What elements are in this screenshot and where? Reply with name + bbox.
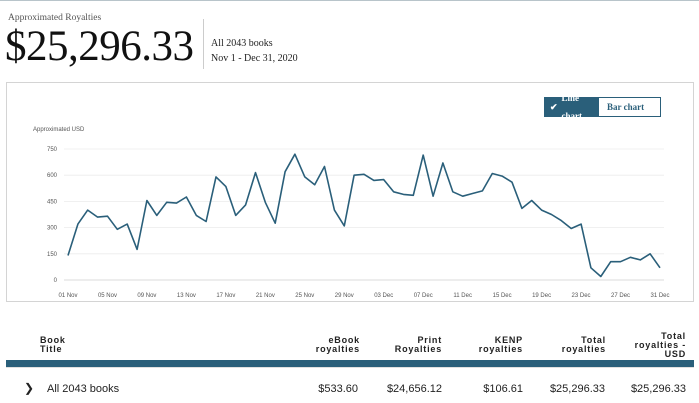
- y-tick-label: 450: [47, 199, 58, 205]
- x-tick-label: 31 Dec: [650, 293, 669, 299]
- header-total-usd-line2: royalties -: [634, 340, 686, 350]
- header-total-line1: Total: [581, 335, 606, 345]
- header-book-title[interactable]: Book Title: [40, 336, 66, 354]
- row-total-royalties: $25,296.33: [549, 383, 605, 395]
- series-line-royalties: [67, 153, 661, 278]
- line-chart-label: Line chart: [561, 93, 583, 121]
- books-count: All 2043 books: [211, 38, 273, 49]
- header-ebook-royalties[interactable]: eBook royalties: [300, 336, 360, 354]
- header-book-title-line2: Title: [40, 344, 63, 354]
- chart-panel: [6, 82, 694, 302]
- x-tick-label: 17 Nov: [216, 293, 235, 299]
- x-tick-label: 01 Nov: [58, 293, 77, 299]
- royalties-amount: $25,296.33: [5, 23, 194, 70]
- header-ebook-line1: eBook: [328, 335, 360, 345]
- x-tick-label: 09 Nov: [137, 293, 156, 299]
- table-row-divider: [6, 367, 694, 368]
- line-chart-button[interactable]: ✔ Line chart: [545, 93, 599, 121]
- header-kenp-royalties[interactable]: KENP royalties: [463, 336, 523, 354]
- x-tick-label: 19 Dec: [532, 293, 551, 299]
- royalties-label: Approximated Royalties: [8, 13, 102, 23]
- header-total-usd-line1: Total: [661, 331, 686, 341]
- header-total-royalties-usd[interactable]: Total royalties - USD: [624, 332, 686, 359]
- header-total-usd-line3: USD: [664, 349, 686, 359]
- y-tick-label: 600: [47, 173, 58, 179]
- row-ebook-royalties: $533.60: [318, 383, 358, 395]
- x-tick-label: 29 Nov: [335, 293, 354, 299]
- header-print-line2: Royalties: [394, 344, 442, 354]
- x-tick-label: 05 Nov: [98, 293, 117, 299]
- header-kenp-line2: royalties: [478, 344, 523, 354]
- header-total-line2: royalties: [561, 344, 606, 354]
- y-tick-label: 300: [47, 226, 58, 232]
- header-print-line1: Print: [417, 335, 442, 345]
- row-total-royalties-usd: $25,296.33: [630, 383, 686, 395]
- x-tick-label: 21 Nov: [256, 293, 275, 299]
- expand-chevron-icon[interactable]: ❯: [24, 381, 35, 395]
- header-print-royalties[interactable]: Print Royalties: [380, 336, 442, 354]
- x-tick-label: 11 Dec: [453, 293, 472, 299]
- header-kenp-line1: KENP: [494, 335, 523, 345]
- y-tick-label: 150: [47, 252, 58, 258]
- y-tick-label: 0: [54, 278, 58, 284]
- chart-type-toggle: ✔ Line chart Bar chart: [544, 93, 661, 121]
- row-book-title[interactable]: All 2043 books: [47, 383, 120, 395]
- x-tick-label: 23 Dec: [572, 293, 591, 299]
- date-range: Nov 1 - Dec 31, 2020: [211, 53, 298, 64]
- header-book-title-line1: Book: [40, 335, 66, 345]
- x-tick-label: 25 Nov: [295, 293, 314, 299]
- header-ebook-line2: royalties: [315, 344, 360, 354]
- x-tick-label: 07 Dec: [414, 293, 433, 299]
- header-total-royalties[interactable]: Total royalties: [544, 336, 606, 354]
- x-tick-label: 15 Dec: [493, 293, 512, 299]
- row-print-royalties: $24,656.12: [386, 383, 442, 395]
- x-tick-label: 03 Dec: [374, 293, 393, 299]
- x-tick-label: 27 Dec: [611, 293, 630, 299]
- x-tick-label: 13 Nov: [177, 293, 196, 299]
- y-axis-label: Approximated USD: [33, 127, 85, 133]
- check-icon: ✔: [550, 102, 558, 112]
- row-kenp-royalties: $106.61: [483, 383, 523, 395]
- bar-chart-button[interactable]: Bar chart: [599, 98, 660, 116]
- table-header-bar: [6, 360, 694, 367]
- summary-divider: [203, 19, 204, 69]
- y-tick-label: 750: [47, 147, 58, 153]
- top-divider: [0, 0, 699, 1]
